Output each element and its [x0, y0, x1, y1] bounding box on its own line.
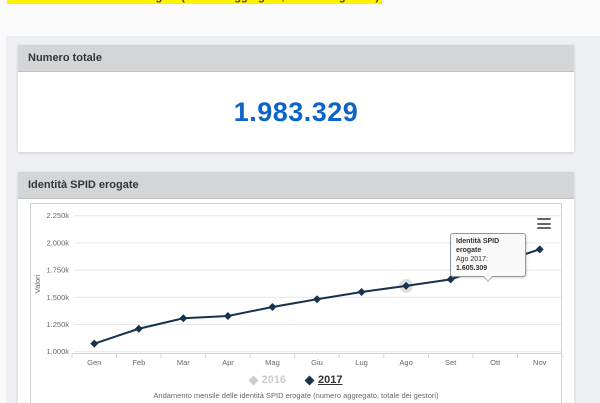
identita-spid-panel: Identità SPID erogate 1.000k 1.250k 1.500k…: [18, 172, 574, 403]
svg-text:2.250k: 2.250k: [46, 211, 69, 220]
data-point-Mar-2017[interactable]: [179, 314, 188, 323]
svg-text:Feb: Feb: [132, 358, 145, 367]
diamond-marker-icon: [304, 375, 315, 385]
svg-text:1.750k: 1.750k: [46, 266, 69, 275]
data-point-Ago-2017[interactable]: [402, 281, 411, 290]
page-left-margin: [0, 0, 6, 403]
svg-text:Ott: Ott: [490, 358, 501, 367]
numero-totale-header: Numero totale: [18, 45, 574, 72]
diamond-marker-icon: [248, 375, 258, 385]
svg-text:1.500k: 1.500k: [46, 293, 69, 302]
data-point-Giu-2017[interactable]: [313, 295, 321, 304]
svg-text:Mar: Mar: [177, 358, 190, 367]
svg-text:Nov: Nov: [533, 358, 547, 367]
svg-text:Set: Set: [445, 358, 457, 367]
data-point-Gen-2017[interactable]: [90, 339, 99, 348]
numero-totale-body: 1.983.329: [18, 72, 574, 152]
hamburger-menu-icon: [537, 218, 551, 220]
spid-line-chart[interactable]: 1.000k 1.250k 1.500k 1.750k 2.000k 2.250k Valo…: [31, 204, 563, 372]
data-point-Nov-2017[interactable]: [535, 245, 544, 254]
svg-text:Valori: Valori: [33, 274, 42, 293]
chart-container: 1.000k 1.250k 1.500k 1.750k 2.000k 2.250k Valo…: [30, 203, 563, 403]
total-value: 1.983.329: [233, 96, 359, 127]
svg-text:Apr: Apr: [222, 358, 234, 367]
svg-text:Giu: Giu: [311, 358, 323, 367]
svg-text:1.250k: 1.250k: [46, 320, 69, 329]
svg-text:2.000k: 2.000k: [46, 238, 69, 247]
chart-caption: Andamento mensile delle identità SPID er…: [153, 391, 439, 400]
chart-legend: 2016 2017: [31, 374, 561, 386]
svg-text:Mag: Mag: [265, 358, 280, 367]
chart-tooltip: Identità SPID erogate Ago 2017: 1.605.30…: [450, 233, 526, 282]
numero-totale-panel: Numero totale 1.983.329: [18, 45, 574, 152]
chart-context-menu-button[interactable]: [537, 218, 551, 229]
legend-item-2017[interactable]: 2017: [304, 374, 342, 386]
svg-text:Gen: Gen: [87, 358, 101, 367]
tooltip-value: 1.605.309: [456, 265, 488, 272]
data-point-Apr-2017[interactable]: [223, 312, 232, 321]
tooltip-body: Ago 2017: 1.605.309: [456, 256, 488, 272]
svg-text:Ago: Ago: [399, 358, 412, 367]
data-point-Feb-2017[interactable]: [134, 324, 143, 333]
page-title-highlighted: Numero di identità SPID erogate (numero …: [7, 0, 383, 4]
chart-body: 1.000k 1.250k 1.500k 1.750k 2.000k 2.250k Valo…: [18, 199, 574, 403]
tooltip-title: Identità SPID erogate: [456, 238, 500, 254]
data-point-Lug-2017[interactable]: [357, 287, 366, 296]
legend-item-2016[interactable]: 2016: [248, 374, 286, 386]
data-point-Mag-2017[interactable]: [268, 302, 277, 311]
identita-spid-header: Identità SPID erogate: [18, 172, 574, 199]
svg-text:1.000k: 1.000k: [46, 347, 69, 356]
page-top-band: [0, 0, 600, 36]
svg-text:Lug: Lug: [355, 358, 368, 367]
data-point-Set-2017[interactable]: [446, 275, 455, 284]
